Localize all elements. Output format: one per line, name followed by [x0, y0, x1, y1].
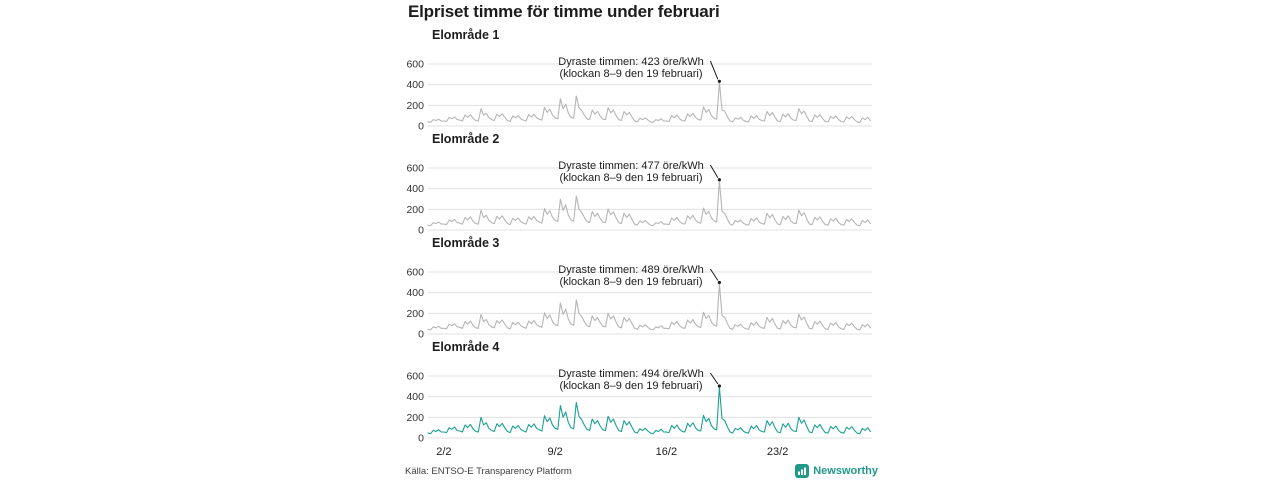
- x-tick-9-2: 9/2: [547, 446, 563, 458]
- max-annotation: Dyraste timmen: 423 öre/kWh (klockan 8–9…: [558, 56, 704, 80]
- newsworthy-logo-icon: [795, 464, 810, 478]
- x-tick-16-2: 16/2: [655, 446, 678, 458]
- y-tick-200: 200: [406, 100, 424, 112]
- annotation-line1: Dyraste timmen: 489 öre/kWh: [558, 264, 704, 276]
- annotation-line2: (klockan 8–9 den 19 februari): [559, 380, 703, 392]
- y-tick-600: 600: [406, 267, 424, 279]
- max-annotation: Dyraste timmen: 494 öre/kWh (klockan 8–9…: [558, 368, 704, 392]
- y-tick-200: 200: [406, 308, 424, 320]
- y-tick-400: 400: [406, 183, 424, 195]
- y-tick-600: 600: [406, 163, 424, 175]
- brand: Newsworthy: [795, 464, 880, 478]
- annotation-line1: Dyraste timmen: 494 öre/kWh: [558, 368, 704, 380]
- panel-label: Elområde 1: [432, 28, 500, 42]
- chart-container: Elpriset timme för timme under februari …: [400, 0, 880, 480]
- y-tick-400: 400: [406, 287, 424, 299]
- max-annotation: Dyraste timmen: 489 öre/kWh (klockan 8–9…: [558, 264, 704, 288]
- panel-elomrade-3: Elområde 3 600 400 200 0 Dyraste timmen: 48…: [400, 236, 880, 340]
- max-annotation: Dyraste timmen: 477 öre/kWh (klockan 8–9…: [558, 160, 704, 184]
- brand-name: Newsworthy: [813, 465, 878, 477]
- chart-footer: Källa: ENTSO-E Transparency Platform New…: [400, 464, 880, 478]
- price-line: [427, 386, 871, 435]
- source-note: Källa: ENTSO-E Transparency Platform: [405, 465, 572, 477]
- x-tick-23-2: 23/2: [766, 446, 789, 458]
- annotation-line1: Dyraste timmen: 423 öre/kWh: [558, 56, 704, 68]
- annotation-pointer: [709, 268, 719, 281]
- y-tick-600: 600: [406, 59, 424, 71]
- price-line: [427, 81, 871, 123]
- max-point-dot: [717, 79, 721, 83]
- max-point-dot: [717, 384, 721, 388]
- annotation-pointer: [709, 60, 719, 80]
- y-tick-200: 200: [406, 204, 424, 216]
- y-tick-0: 0: [418, 433, 424, 445]
- annotation-pointer: [709, 164, 719, 178]
- panel-plot-elomrade-2: 600 400 200 0: [406, 163, 872, 237]
- panel-plot-elomrade-3: 600 400 200 0: [406, 267, 872, 341]
- annotation-line2: (klockan 8–9 den 19 februari): [559, 172, 703, 184]
- chart-title: Elpriset timme för timme under februari: [408, 2, 720, 21]
- y-tick-600: 600: [406, 371, 424, 383]
- panels: Elområde 1 600 400 200 0 Dyraste timmen: 42…: [400, 28, 880, 444]
- y-tick-0: 0: [418, 121, 424, 133]
- x-tick-2-2: 2/2: [436, 446, 452, 458]
- panel-label: Elområde 3: [432, 236, 500, 250]
- max-point-dot: [717, 178, 721, 182]
- y-tick-400: 400: [406, 391, 424, 403]
- price-line: [427, 180, 871, 227]
- annotation-line1: Dyraste timmen: 477 öre/kWh: [558, 160, 704, 172]
- panel-elomrade-2: Elområde 2 600 400 200 0 Dyraste timmen: 47…: [400, 132, 880, 236]
- x-axis-labels: 2/2 9/2 16/2 23/2: [400, 446, 880, 460]
- panel-elomrade-1: Elområde 1 600 400 200 0 Dyraste timmen: 42…: [400, 28, 880, 132]
- panel-elomrade-4: Elområde 4 600 400 200 0 Dyraste timmen: 49…: [400, 340, 880, 444]
- y-tick-200: 200: [406, 412, 424, 424]
- panel-label: Elområde 2: [432, 132, 500, 146]
- panel-label: Elområde 4: [432, 340, 500, 354]
- y-tick-0: 0: [418, 225, 424, 237]
- annotation-line2: (klockan 8–9 den 19 februari): [559, 276, 703, 288]
- y-tick-400: 400: [406, 79, 424, 91]
- price-line: [427, 282, 871, 331]
- annotation-line2: (klockan 8–9 den 19 februari): [559, 68, 703, 80]
- panel-plot-elomrade-1: 600 400 200 0: [406, 59, 872, 133]
- annotation-pointer: [709, 372, 719, 385]
- y-tick-0: 0: [418, 329, 424, 341]
- max-point-dot: [717, 280, 721, 285]
- panel-plot-elomrade-4: 600 400 200 0: [406, 371, 872, 445]
